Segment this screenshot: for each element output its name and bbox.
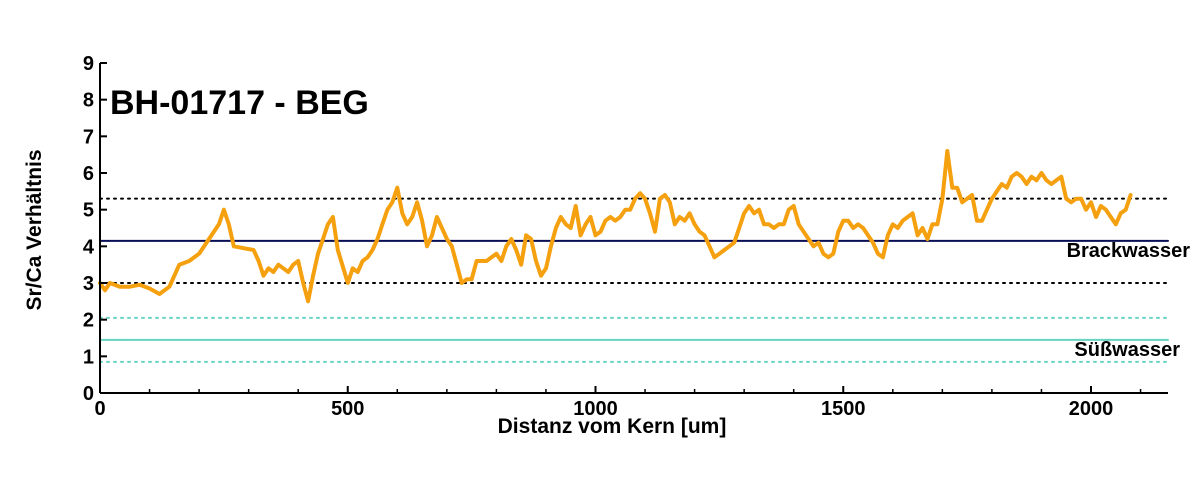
y-tick-label-5: 5 — [83, 200, 94, 222]
y-tick-label-9: 9 — [83, 53, 94, 75]
y-tick-label-4: 4 — [83, 236, 95, 258]
y-tick-label-3: 3 — [83, 273, 94, 295]
reference-lines — [99, 197, 1169, 363]
x-tick-label-500: 500 — [331, 398, 364, 420]
y-tick-label-7: 7 — [83, 126, 94, 148]
brackwasser-label: Brackwasser — [1067, 240, 1191, 262]
y-axis-title: Sr/Ca Verhältnis — [23, 149, 46, 310]
x-tick-label-1000: 1000 — [573, 398, 618, 420]
y-tick-label-6: 6 — [83, 163, 94, 185]
suesswasser-label: Süßwasser — [1074, 339, 1180, 361]
y-tick-label-8: 8 — [83, 90, 94, 112]
x-tick-label-0: 0 — [94, 398, 105, 420]
x-axis-title: Distanz vom Kern [um] — [498, 415, 727, 438]
x-tick-label-1500: 1500 — [821, 398, 866, 420]
y-tick-label-1: 1 — [83, 346, 94, 368]
series-layer — [98, 149, 1133, 304]
axes: 0 1 2 3 4 5 6 7 8 9 0 500 1000 1500 2000 — [83, 53, 1168, 420]
y-tick-label-2: 2 — [83, 310, 94, 332]
series-line-0 — [98, 149, 1133, 304]
chart-title: BH-01717 - BEG — [110, 84, 369, 122]
y-tick-label-0: 0 — [83, 383, 94, 405]
x-tick-label-2000: 2000 — [1069, 398, 1114, 420]
